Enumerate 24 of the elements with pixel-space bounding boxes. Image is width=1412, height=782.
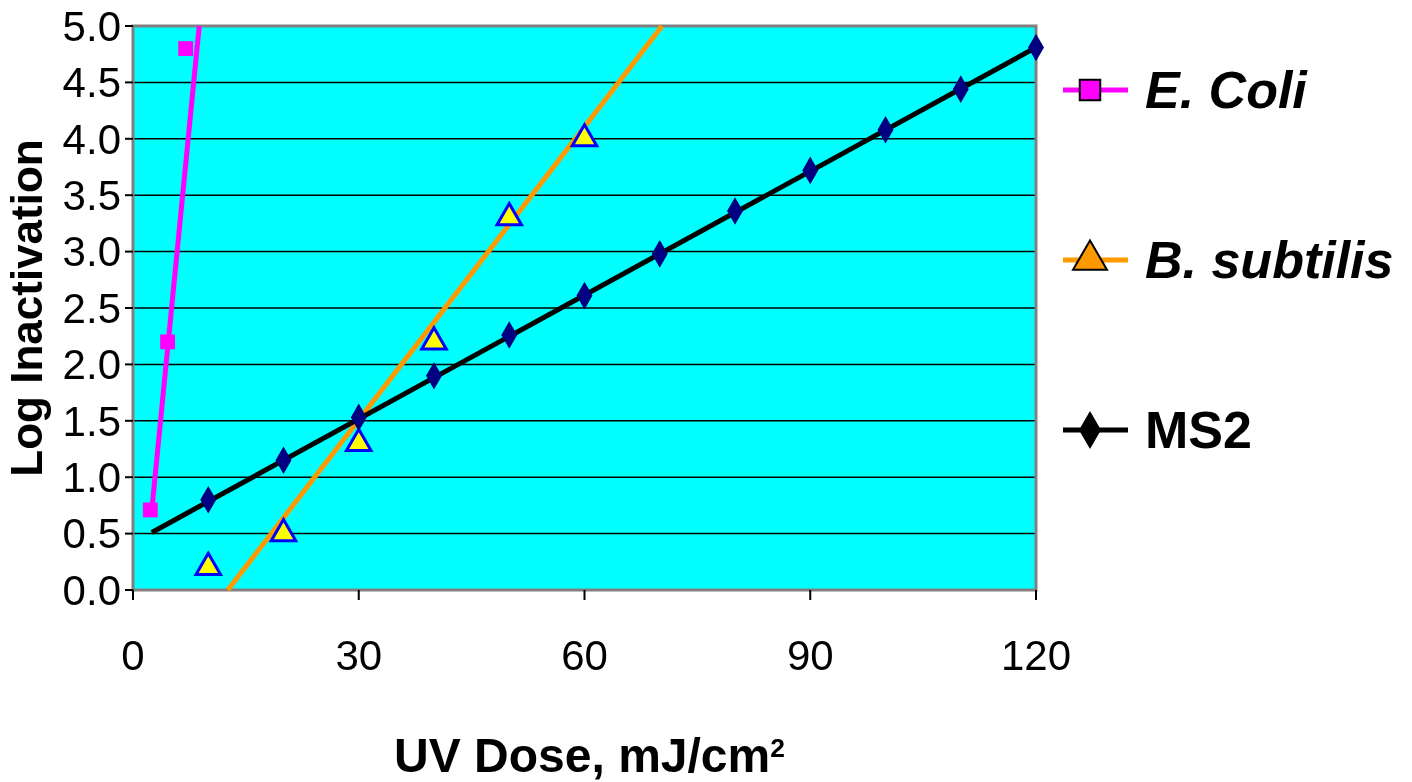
x-tick-label: 90: [786, 632, 834, 679]
point: [160, 334, 176, 350]
point: [178, 41, 194, 56]
y-tick-label: 0.5: [62, 510, 121, 558]
x-tick-label: 60: [561, 632, 608, 679]
x-tick-label: 0: [121, 632, 145, 679]
y-tick-label: 2.5: [62, 284, 121, 332]
y-tick-label: 0.0: [62, 566, 121, 614]
y-tick-label: 1.5: [62, 397, 121, 445]
point: [142, 502, 158, 518]
y-tick-label: 4.5: [62, 59, 121, 107]
x-tick-label: 120: [1000, 632, 1072, 679]
y-tick-label: 5.0: [62, 2, 121, 50]
y-tick-label: 3.0: [62, 228, 121, 276]
y-tick-label: 3.5: [62, 171, 121, 219]
y-axis-title: Log Inactivation: [2, 139, 51, 477]
x-axis-title: UV Dose, mJ/cm$^{2}$: [394, 729, 785, 782]
y-tick-label: 1.0: [62, 453, 121, 501]
y-tick-label: 4.0: [62, 115, 121, 163]
legend-label: MS2: [1145, 401, 1252, 460]
legend-label: B. subtilis: [1145, 231, 1394, 290]
x-tick-label: 30: [335, 632, 383, 679]
y-tick-label: 2.0: [62, 341, 121, 389]
legend-label: E. Coli: [1145, 61, 1309, 120]
